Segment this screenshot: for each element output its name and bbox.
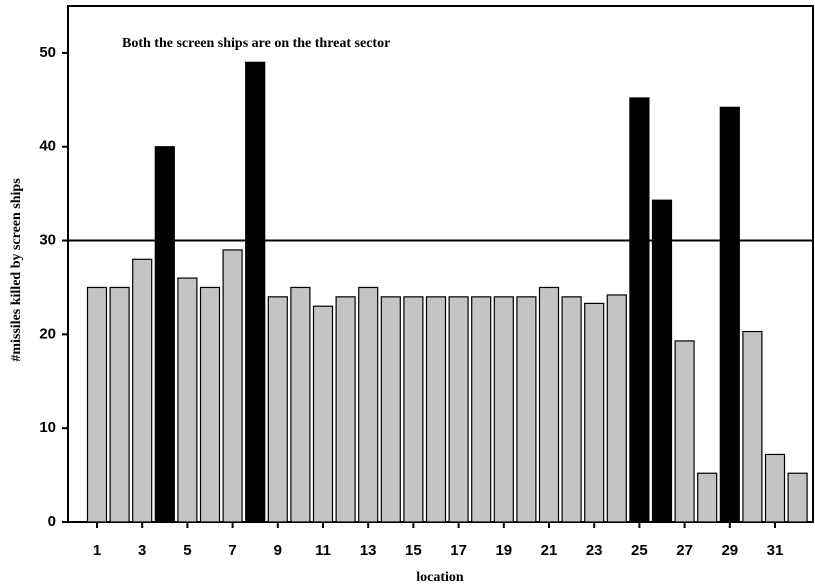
x-tick-label: 7: [228, 542, 236, 559]
bar: [132, 258, 153, 523]
x-axis-label: location: [416, 570, 464, 585]
bar: [312, 305, 334, 523]
x-tick-label: 3: [138, 542, 146, 559]
x-tick-label: 17: [450, 542, 467, 559]
bar: [380, 296, 401, 523]
bar: [719, 106, 740, 523]
bar: [267, 296, 288, 523]
bar: [177, 277, 198, 523]
x-tick-label: 1: [93, 542, 101, 559]
bar: [245, 61, 266, 523]
bar: [764, 453, 786, 523]
x-tick-label: 15: [405, 542, 422, 559]
bar: [629, 97, 650, 523]
bar: [516, 296, 537, 523]
bar: [561, 296, 582, 523]
bar: [154, 146, 175, 523]
y-tick-label: 50: [39, 44, 56, 61]
x-tick-label: 27: [676, 542, 693, 559]
y-tick-label: 0: [48, 513, 56, 530]
y-tick-label: 30: [39, 232, 56, 249]
y-tick-label: 40: [39, 138, 56, 155]
bar: [471, 296, 492, 523]
bar: [290, 286, 311, 523]
bar: [493, 296, 514, 523]
bar: [335, 296, 356, 523]
chart-title: Both the screen ships are on the threat …: [122, 36, 390, 51]
bar: [538, 286, 560, 523]
bar: [86, 286, 108, 523]
x-tick-label: 31: [767, 542, 784, 559]
x-tick-label: 13: [360, 542, 377, 559]
bar: [697, 472, 718, 523]
bar: [199, 286, 221, 523]
bar: [606, 294, 627, 523]
bar: [358, 286, 379, 523]
x-tick-label: 21: [541, 542, 558, 559]
bar: [403, 296, 424, 523]
x-tick-label: 25: [631, 542, 648, 559]
y-tick-label: 20: [39, 325, 56, 342]
x-tick-label: 9: [274, 542, 282, 559]
y-axis-label: #missiles killed by screen ships: [9, 178, 24, 362]
bar: [425, 296, 447, 523]
bar: [787, 472, 808, 523]
bar: [584, 302, 605, 523]
x-tick-label: 19: [495, 542, 512, 559]
x-tick-label: 11: [315, 542, 331, 559]
bar: [742, 330, 763, 523]
y-tick-label: 10: [39, 419, 56, 436]
x-tick-label: 23: [586, 542, 603, 559]
bar: [222, 249, 243, 523]
bar: [448, 296, 469, 523]
bar: [109, 286, 130, 523]
bar: [651, 199, 673, 523]
x-tick-label: 29: [721, 542, 738, 559]
x-tick-label: 5: [183, 542, 191, 559]
bar: [674, 340, 695, 523]
